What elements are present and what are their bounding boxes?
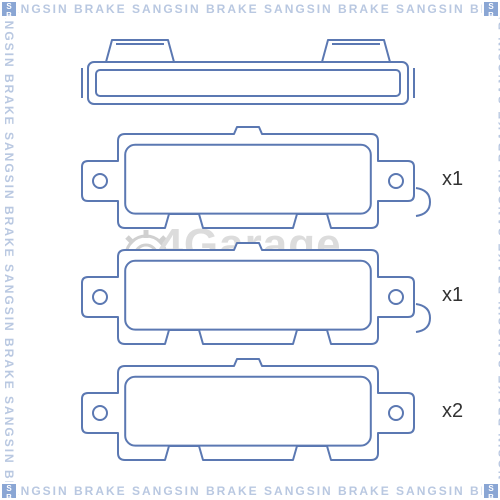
qty-label: x1 [442,168,463,191]
stage: SANGSIN BRAKE SANGSIN BRAKE SANGSIN BRAK… [0,0,500,500]
brake-pad-diagram [0,0,500,500]
qty-label: x1 [442,284,463,307]
qty-label: x2 [442,400,463,423]
